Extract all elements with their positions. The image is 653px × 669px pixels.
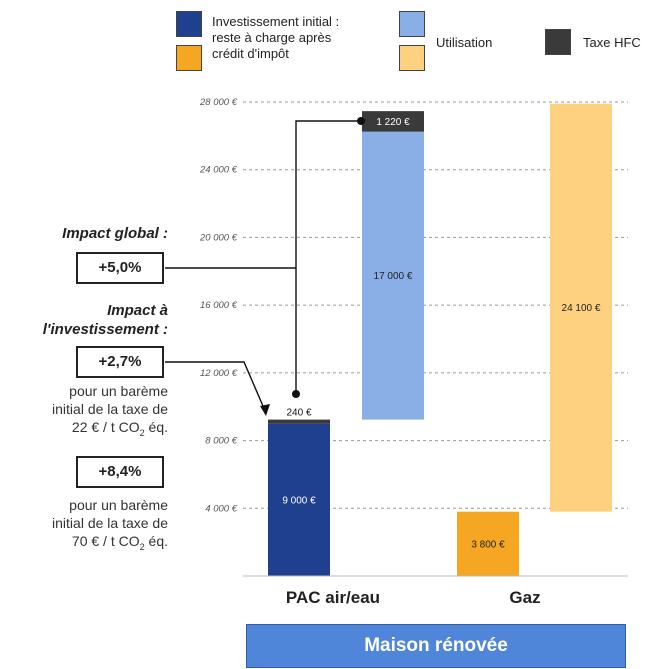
category-label-pac: PAC air/eau	[285, 588, 381, 607]
y-tick-label: 20 000 €	[199, 232, 238, 243]
bar-segment	[362, 131, 424, 420]
y-tick-label: 28 000 €	[199, 97, 238, 108]
y-tick-label: 4 000 €	[205, 503, 237, 514]
bar-value-label: 24 100 €	[562, 303, 601, 314]
impact-global-box: +5,0%	[76, 252, 164, 284]
bar-value-label: 240 €	[286, 408, 311, 419]
connector-invest	[165, 361, 267, 414]
legend-swatch-utilisation-gaz	[399, 45, 425, 71]
impact-invest-box-2: +8,4%	[76, 456, 164, 488]
impact-global-heading: Impact global :	[62, 225, 168, 242]
legend-label-utilisation: Utilisation	[436, 35, 493, 50]
bar-value-label: 9 000 €	[282, 495, 316, 506]
legend-swatch-utilisation-pac	[399, 11, 425, 37]
impact-invest-note-1: pour un barème initial de la taxe de 22 …	[52, 383, 168, 438]
legend-swatch-investment-gaz	[176, 45, 202, 71]
bar-value-label: 3 800 €	[471, 539, 505, 550]
y-tick-label: 16 000 €	[200, 300, 238, 311]
legend-label-taxe-hfc: Taxe HFC	[583, 35, 641, 50]
y-tick-label: 24 000 €	[199, 165, 238, 176]
legend-swatch-investment-pac	[176, 11, 202, 37]
impact-invest-box-1: +2,7%	[76, 346, 164, 378]
bar-segment	[362, 111, 424, 132]
bars: 9 000 € 3 800 € 240 € 1 220 € 17 000 € 24 100…	[268, 103, 612, 576]
bar-segment	[457, 511, 519, 576]
y-tick-label: 8 000 €	[205, 436, 237, 447]
legend-swatch-taxe-hfc	[545, 29, 571, 55]
bar-segment	[550, 103, 612, 512]
y-tick-label: 12 000 €	[200, 368, 238, 379]
connector-hfc-top	[295, 120, 360, 394]
group-label-box: Maison rénovée	[246, 624, 626, 668]
impact-invest-heading: Impact à l'investissement :	[42, 302, 168, 338]
category-label-gaz: Gaz	[509, 588, 541, 607]
impact-invest-note-2: pour un barème initial de la taxe de 70 …	[52, 497, 168, 552]
connectors	[165, 117, 365, 416]
legend-label-investment: Investissement initial : reste à charge …	[212, 14, 340, 61]
connector-dot-top	[357, 117, 365, 125]
arrow-head	[260, 404, 270, 416]
bar-segment	[268, 419, 330, 424]
connector-dot-bottom	[292, 390, 300, 398]
bar-value-label: 17 000 €	[374, 271, 413, 282]
y-axis-labels: 4 000 € 8 000 € 12 000 € 16 000 € 20 000 € 24…	[199, 97, 238, 514]
bar-value-label: 1 220 €	[376, 117, 410, 128]
bar-segment	[268, 423, 330, 576]
